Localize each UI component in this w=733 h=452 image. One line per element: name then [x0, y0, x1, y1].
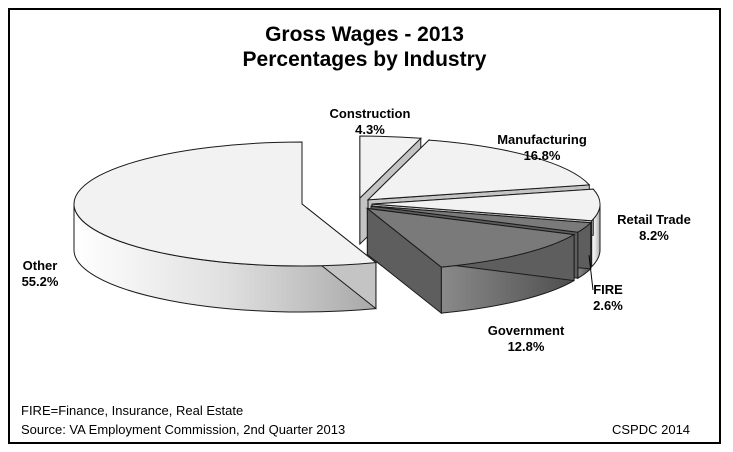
- slice-label-retail-trade: Retail Trade: [617, 212, 691, 227]
- slice-value-retail-trade: 8.2%: [639, 228, 669, 243]
- credit-note: CSPDC 2014: [612, 422, 691, 437]
- pie-slice-other: [73, 141, 378, 313]
- pie-slice-government: [365, 207, 576, 315]
- fire-leader-line: [588, 255, 594, 291]
- slice-value-other: 55.2%: [22, 274, 59, 289]
- chart-title: Gross Wages - 2013: [265, 23, 464, 46]
- slice-value-manufacturing: 16.8%: [524, 148, 561, 163]
- chart-subtitle: Percentages by Industry: [242, 48, 487, 71]
- chart-title-block: Gross Wages - 2013 Percentages by Indust…: [10, 22, 719, 72]
- slice-value-government: 12.8%: [508, 339, 545, 354]
- slice-label-construction: Construction: [330, 106, 411, 121]
- chart-frame: Gross Wages - 2013 Percentages by Indust…: [8, 8, 721, 444]
- slice-label-manufacturing: Manufacturing: [497, 132, 587, 147]
- slice-label-fire: FIRE: [593, 282, 623, 297]
- slice-value-construction: 4.3%: [355, 122, 385, 137]
- slice-value-fire: 2.6%: [593, 298, 623, 313]
- source-note: Source: VA Employment Commission, 2nd Qu…: [21, 422, 346, 437]
- slice-label-other: Other: [23, 258, 58, 273]
- slice-label-government: Government: [488, 323, 565, 338]
- footnote: FIRE=Finance, Insurance, Real Estate: [21, 403, 244, 418]
